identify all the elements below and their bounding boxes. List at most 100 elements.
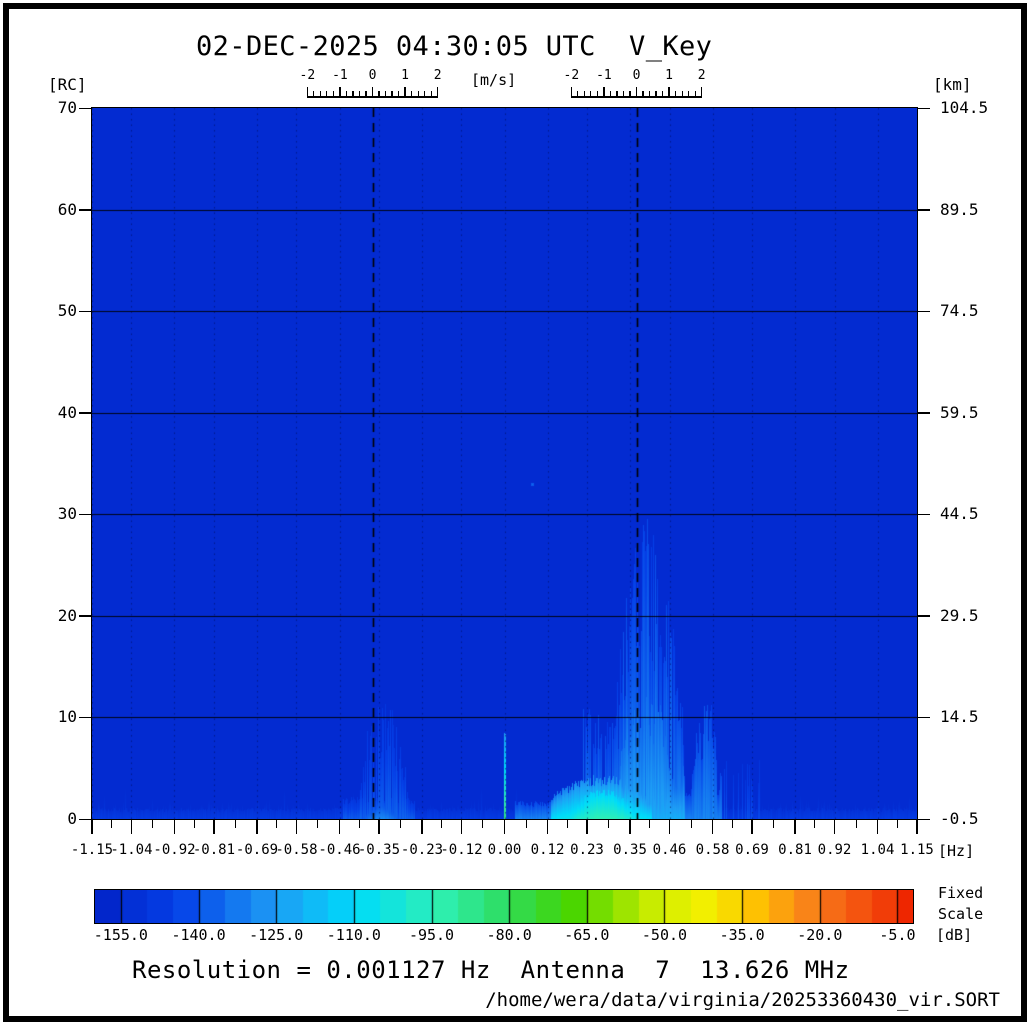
y-left-tick xyxy=(79,513,92,516)
velocity-ruler-tick-major xyxy=(306,87,308,97)
x-tick-label: 0.35 xyxy=(613,842,647,858)
y-left-tick xyxy=(79,818,92,820)
x-tick-minor xyxy=(814,819,816,828)
velocity-ruler-tick-major xyxy=(371,87,374,97)
y-left-tick xyxy=(79,615,92,617)
colorbar-tick-label: -80.0 xyxy=(486,926,532,944)
velocity-ruler-tick-major xyxy=(668,87,670,97)
x-tick-label: 1.15 xyxy=(900,842,934,858)
y-left-tick xyxy=(79,310,92,313)
x-tick-minor xyxy=(608,819,610,828)
colorbar-mode-label-line1: Fixed xyxy=(938,884,984,902)
x-tick-major xyxy=(421,819,423,834)
y-right-tick xyxy=(917,615,930,617)
colorbar xyxy=(93,888,914,924)
y-right-tick-label: 44.5 xyxy=(940,504,979,524)
spectrum-heatmap-canvas xyxy=(91,107,917,819)
colorbar-mode-label-line2: Scale xyxy=(938,905,984,923)
velocity-ruler-tick-minor xyxy=(313,91,315,97)
x-tick-minor xyxy=(482,819,484,828)
velocity-ruler-tick-major xyxy=(437,87,439,97)
velocity-ruler-tick-minor xyxy=(596,91,598,97)
x-tick-minor xyxy=(649,819,651,828)
y-left-tick-label: 50 xyxy=(57,301,77,321)
colorbar-tick-label: -35.0 xyxy=(719,926,765,944)
velocity-ruler-tick-minor xyxy=(590,91,592,97)
x-tick-major xyxy=(629,819,631,834)
x-tick-label: 0.58 xyxy=(695,842,730,858)
velocity-ruler-tick-minor xyxy=(391,91,393,97)
data-file-path: /home/wera/data/virginia/20253360430_vir… xyxy=(485,989,1000,1011)
colorbar-tick-label: -95.0 xyxy=(408,926,455,944)
colorbar-tick-label: -125.0 xyxy=(249,926,304,944)
x-tick-label: -0.35 xyxy=(357,842,401,858)
y-right-tick xyxy=(917,818,930,820)
velocity-ruler-tick-minor xyxy=(648,91,651,97)
y-left-tick-label: 10 xyxy=(57,707,77,727)
colorbar-tick-label: -155.0 xyxy=(93,926,148,944)
velocity-ruler-tick-minor xyxy=(397,91,400,97)
velocity-ruler-tick-minor xyxy=(319,91,321,97)
x-tick-label: -0.92 xyxy=(153,842,196,858)
velocity-ruler-tick-minor xyxy=(688,91,690,97)
velocity-ruler-tick-minor xyxy=(661,91,664,97)
velocity-ruler-tick-label: 1 xyxy=(401,68,409,83)
x-tick-major xyxy=(460,819,463,834)
velocity-ruler-tick-label: 2 xyxy=(433,68,442,83)
spectrum-plot-area xyxy=(90,106,918,820)
x-axis-unit-label: [Hz] xyxy=(938,842,975,860)
x-tick-label: 0.12 xyxy=(530,842,565,858)
x-tick-label: -0.12 xyxy=(440,842,483,858)
y-left-tick xyxy=(79,209,92,211)
velocity-ruler-tick-minor xyxy=(417,91,419,97)
x-tick-major xyxy=(794,819,796,834)
x-tick-major xyxy=(130,819,133,834)
velocity-ruler-tick-minor xyxy=(681,91,683,97)
x-tick-label: 0.69 xyxy=(735,842,769,858)
x-tick-major xyxy=(668,819,671,834)
x-tick-label: 0.81 xyxy=(778,842,812,858)
x-tick-minor xyxy=(855,819,857,828)
x-tick-minor xyxy=(152,819,154,828)
velocity-ruler-tick-minor xyxy=(655,91,657,97)
y-right-tick-label: 14.5 xyxy=(940,707,979,727)
page-title: 02-DEC-2025 04:30:05 UTC V_Key xyxy=(196,31,713,62)
x-tick-major xyxy=(91,819,93,834)
x-tick-major xyxy=(876,819,879,834)
y-right-unit-label: [km] xyxy=(933,75,972,94)
x-tick-label: -0.46 xyxy=(318,842,361,858)
velocity-ruler-tick-minor xyxy=(411,91,413,97)
x-tick-label: -0.81 xyxy=(192,842,236,858)
x-tick-minor xyxy=(690,819,692,828)
y-right-tick xyxy=(917,412,930,414)
x-tick-label: -0.69 xyxy=(235,842,279,858)
x-tick-major xyxy=(586,819,588,834)
velocity-ruler-tick-minor xyxy=(694,91,696,97)
x-tick-label: 0.00 xyxy=(487,842,522,858)
velocity-ruler-tick-label: -1 xyxy=(596,68,612,83)
x-tick-label: 0.23 xyxy=(570,842,604,858)
x-tick-major xyxy=(711,819,714,834)
velocity-ruler-tick-label: 0 xyxy=(632,68,641,83)
y-right-tick xyxy=(917,107,930,109)
y-left-tick-label: 30 xyxy=(57,504,77,524)
velocity-ruler-tick-minor xyxy=(430,91,432,97)
velocity-ruler-tick-minor xyxy=(424,91,426,97)
x-tick-label: -1.15 xyxy=(70,842,114,858)
x-tick-minor xyxy=(193,819,195,828)
colorbar-tick-label: -110.0 xyxy=(326,926,381,944)
x-tick-minor xyxy=(731,819,733,828)
velocity-ruler-tick-label: -1 xyxy=(332,68,348,83)
y-left-tick-label: 0 xyxy=(67,809,77,828)
velocity-ruler-tick-minor xyxy=(345,91,348,97)
x-tick-minor xyxy=(234,819,236,828)
velocity-ruler-tick-minor xyxy=(332,91,334,97)
x-tick-major xyxy=(338,819,341,834)
x-tick-major xyxy=(546,819,549,834)
velocity-ruler-tick-minor xyxy=(384,91,387,97)
velocity-ruler-tick-major xyxy=(339,87,341,97)
x-tick-minor xyxy=(896,819,898,828)
x-tick-major xyxy=(295,819,298,834)
velocity-ruler-tick-major xyxy=(570,87,572,97)
velocity-ruler-tick-major xyxy=(603,87,605,97)
